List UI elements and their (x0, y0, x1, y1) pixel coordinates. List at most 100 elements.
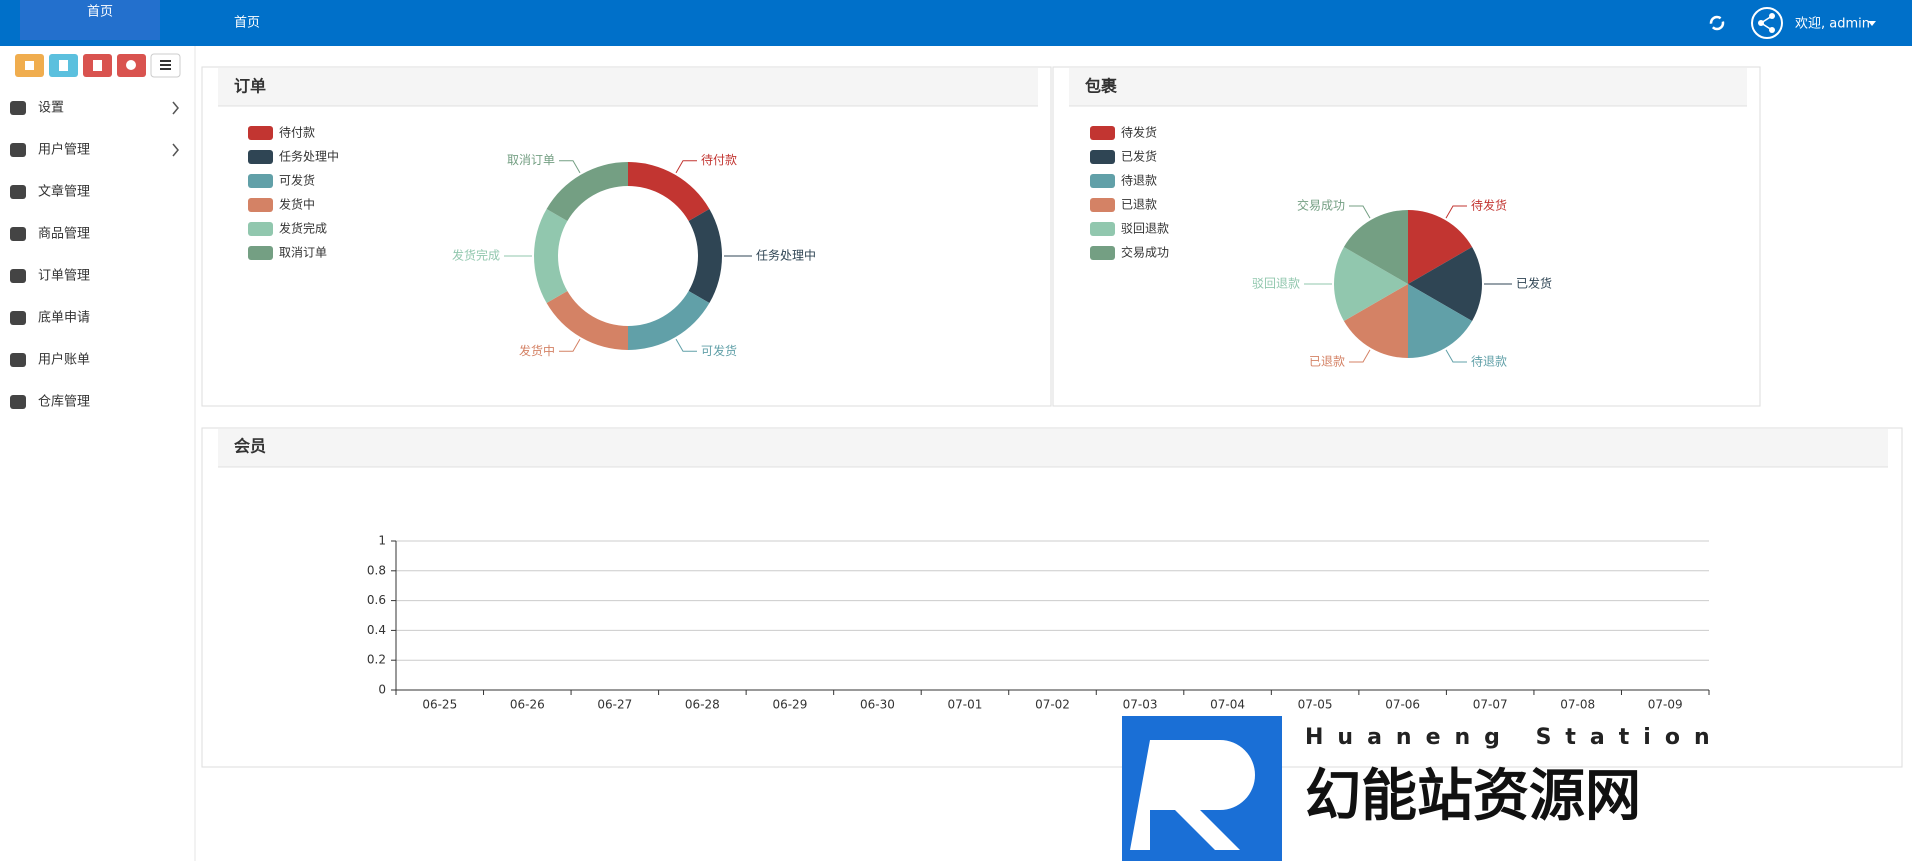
legend-label[interactable]: 待付款 (279, 126, 315, 140)
x-tick-label: 06-26 (510, 698, 545, 712)
legend-swatch (1090, 246, 1115, 260)
legend-label[interactable]: 交易成功 (1121, 245, 1169, 260)
label-line (675, 338, 697, 352)
label-line (1349, 349, 1371, 363)
pie-slice (628, 291, 710, 350)
x-tick-label: 07-08 (1560, 698, 1595, 712)
menu-icon (10, 143, 26, 157)
legend-label[interactable]: 发货完成 (279, 221, 327, 236)
legend-swatch (248, 246, 273, 260)
menu-item[interactable]: 商品管理 (38, 227, 90, 242)
legend-label[interactable]: 取消订单 (279, 246, 327, 260)
menu-item[interactable]: 底单申请 (38, 310, 90, 326)
x-tick-label: 07-01 (948, 698, 983, 712)
legend-label[interactable]: 发货中 (279, 197, 315, 212)
pie-slice (534, 209, 568, 303)
panel-heading (218, 68, 1038, 106)
legend-swatch (1090, 126, 1115, 140)
menu-item[interactable]: 设置 (38, 101, 64, 116)
slice-label: 发货中 (519, 343, 555, 358)
x-tick-label: 07-02 (1035, 698, 1070, 712)
y-tick-label: 1 (378, 534, 386, 548)
x-tick-label: 07-09 (1648, 698, 1683, 712)
x-tick-label: 06-28 (685, 698, 720, 712)
refresh-icon[interactable] (1709, 15, 1725, 31)
legend-swatch (248, 198, 273, 212)
pie-slice (688, 209, 722, 303)
avatar[interactable] (1751, 7, 1783, 39)
menu-icon (10, 101, 26, 115)
legend-label[interactable]: 待发货 (1121, 125, 1157, 140)
legend-swatch (248, 126, 273, 140)
legend-swatch (248, 222, 273, 236)
members-panel (201, 427, 1903, 768)
x-tick-label: 07-05 (1298, 698, 1333, 712)
sidebar (0, 46, 195, 861)
label-line (675, 160, 697, 174)
x-tick-label: 07-06 (1385, 698, 1420, 712)
legend-label[interactable]: 已退款 (1121, 198, 1157, 212)
chevron (172, 143, 179, 157)
x-tick-label: 06-27 (597, 698, 632, 712)
legend-label[interactable]: 已发货 (1121, 149, 1157, 164)
list-icon (160, 60, 171, 70)
slice-label: 发货完成 (452, 248, 500, 263)
legend-label[interactable]: 待退款 (1121, 174, 1157, 188)
legend-swatch (1090, 174, 1115, 188)
menu-item[interactable]: 用户管理 (38, 142, 90, 158)
pie-slice (546, 162, 628, 221)
menu-item[interactable]: 文章管理 (38, 184, 90, 200)
legend-swatch (1090, 150, 1115, 164)
pie-slice (546, 291, 628, 350)
x-tick-label: 07-07 (1473, 698, 1508, 712)
menu-icon (10, 395, 26, 409)
y-tick-label: 0.6 (367, 593, 386, 607)
chevron (172, 101, 179, 115)
legend-label[interactable]: 可发货 (279, 173, 315, 188)
slice-label: 可发货 (701, 343, 737, 358)
legend-swatch (1090, 198, 1115, 212)
pie-slice (1408, 247, 1482, 321)
menu-item[interactable]: 仓库管理 (38, 394, 90, 410)
y-tick-label: 0.8 (367, 563, 386, 577)
y-tick-label: 0 (378, 683, 386, 697)
pie-slice (1408, 210, 1473, 284)
label-line (559, 160, 581, 174)
pie-slice (1333, 247, 1408, 321)
y-tick-label: 0.4 (367, 623, 386, 637)
pie-slice (628, 162, 710, 221)
y-tick-label: 0.2 (367, 653, 386, 667)
menu-icon (10, 185, 26, 199)
menu-icon (10, 311, 26, 325)
nav-home[interactable]: 首页 (234, 16, 260, 31)
panel-heading (218, 429, 1888, 467)
slice-label: 驳回退款 (1252, 277, 1300, 291)
caret (1868, 21, 1876, 26)
label-line (1445, 349, 1467, 363)
label-line (559, 338, 581, 352)
x-tick-label: 07-03 (1123, 698, 1158, 712)
pie-slice (1343, 210, 1408, 284)
slice-label: 已退款 (1309, 354, 1345, 368)
slice-label: 交易成功 (1297, 198, 1345, 213)
pie-slice (1408, 284, 1473, 358)
top-bar (0, 0, 1912, 46)
watermark-logo: Huaneng Station 幻能站资源网 (1122, 716, 1710, 861)
brand-area (20, 0, 160, 40)
menu-item[interactable]: 用户账单 (38, 352, 90, 368)
button-icons (25, 60, 136, 71)
legend-label[interactable]: 驳回退款 (1121, 222, 1169, 236)
legend-label[interactable]: 任务处理中 (279, 149, 339, 164)
orders-panel (201, 66, 1052, 407)
menu-item[interactable]: 订单管理 (38, 269, 90, 284)
x-tick-label: 06-29 (772, 698, 807, 712)
watermark-brand: 幻能站资源网 (1305, 764, 1641, 829)
x-tick-label: 06-25 (422, 698, 457, 712)
user-menu[interactable]: 欢迎, admin (1795, 17, 1870, 32)
pie-slice (1343, 284, 1408, 358)
slice-label: 待发货 (1471, 198, 1507, 213)
brand[interactable]: 首页 (87, 5, 113, 20)
menu-icon (10, 227, 26, 241)
